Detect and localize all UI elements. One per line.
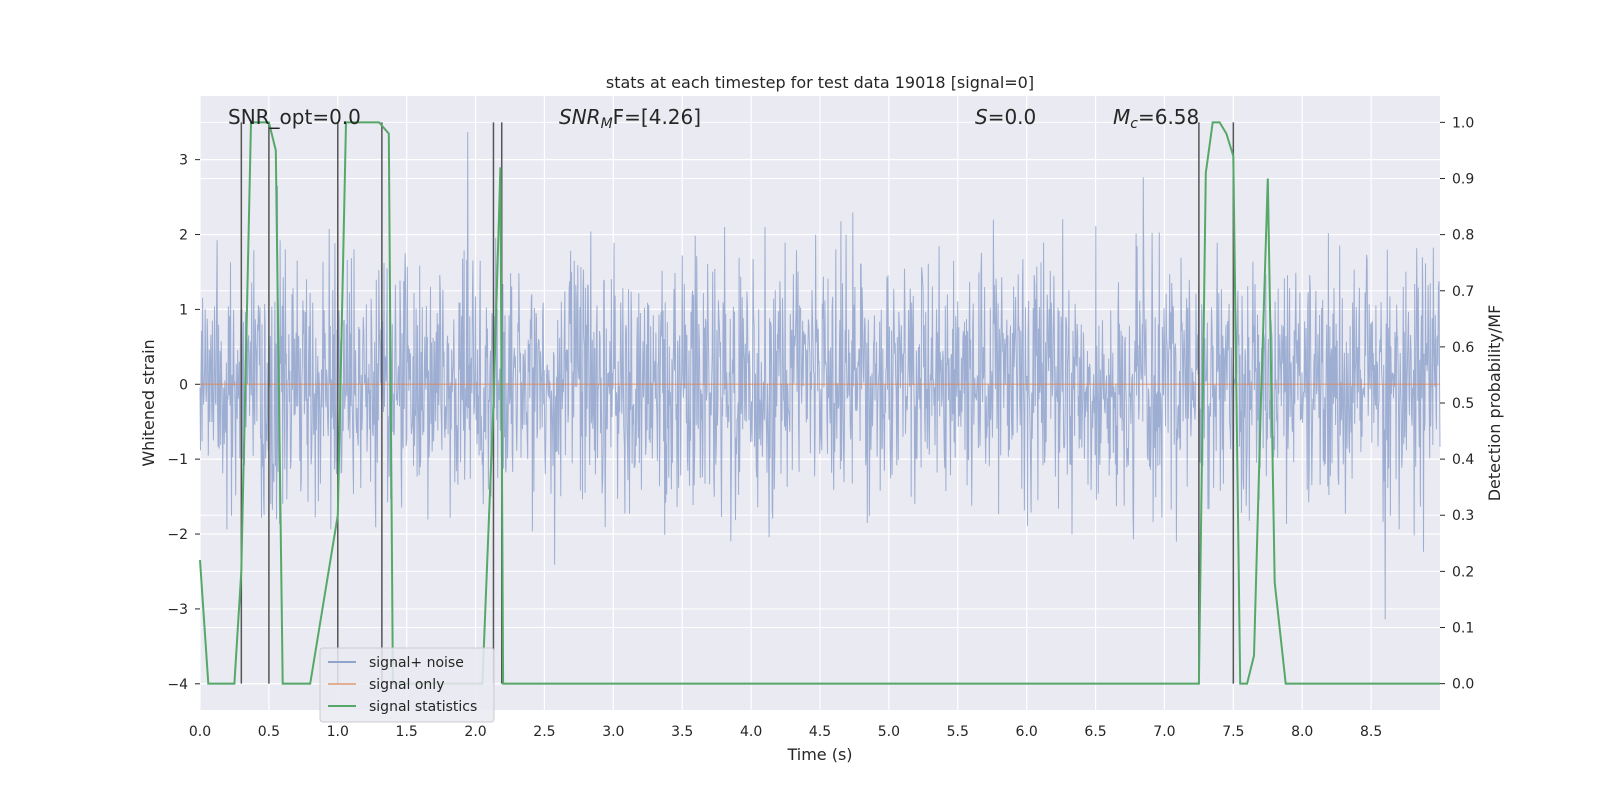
tick-labels: 0.0 0.5 1.0 1.5 2.0 2.5 3.0 3.5 4.0 4.5 5.0 5.5 6.0 6… bbox=[167, 115, 1474, 740]
x-tick-label: 7.5 bbox=[1222, 724, 1244, 740]
y-tick-label: −3 bbox=[167, 602, 188, 618]
y-tick-label: −2 bbox=[167, 527, 188, 543]
y-axis-label: Whitened strain bbox=[139, 339, 158, 466]
y2-axis-label: Detection probability/MF bbox=[1485, 305, 1504, 502]
x-tick-label: 6.5 bbox=[1084, 724, 1106, 740]
annotation-mc: Mc=6.58 bbox=[1113, 105, 1199, 132]
x-tick-label: 4.5 bbox=[809, 724, 831, 740]
y2-tick-label: 0.7 bbox=[1452, 284, 1474, 300]
x-tick-label: 5.0 bbox=[878, 724, 900, 740]
y-tick-label: −4 bbox=[167, 677, 188, 693]
y-tick-label: 1 bbox=[179, 302, 188, 318]
signal-statistics-series bbox=[199, 121, 1440, 685]
legend-label-noise: signal+ noise bbox=[369, 655, 464, 671]
signal-statistics-line bbox=[199, 121, 1440, 685]
y2-tick-label: 0.2 bbox=[1452, 564, 1474, 580]
y2-tick-label: 0.0 bbox=[1452, 677, 1474, 693]
y2-tick-label: 0.3 bbox=[1452, 508, 1474, 524]
x-tick-label: 0.0 bbox=[189, 724, 211, 740]
y-tick-label: 2 bbox=[179, 228, 188, 244]
y2-tick-label: 0.5 bbox=[1452, 396, 1474, 412]
legend-label-stats: signal statistics bbox=[369, 699, 477, 715]
legend: signal+ noise signal only signal statist… bbox=[319, 647, 495, 723]
x-tick-label: 8.0 bbox=[1291, 724, 1313, 740]
y2-tick-label: 0.6 bbox=[1452, 340, 1474, 356]
annotation-s: S=0.0 bbox=[975, 105, 1036, 129]
annotation-snr-mf: SNRMF=[4.26] bbox=[559, 105, 701, 132]
x-tick-label: 3.0 bbox=[602, 724, 624, 740]
chart-title: stats at each timestep for test data 190… bbox=[606, 73, 1034, 92]
x-tick-label: 4.0 bbox=[740, 724, 762, 740]
y-tick-label: −1 bbox=[167, 452, 188, 468]
x-axis-label: Time (s) bbox=[786, 745, 852, 764]
y2-tick-label: 1.0 bbox=[1452, 115, 1474, 131]
legend-box bbox=[319, 647, 495, 723]
x-tick-label: 7.0 bbox=[1153, 724, 1175, 740]
y2-tick-label: 0.8 bbox=[1452, 228, 1474, 244]
annotation-snr-opt: SNR_opt=0.0 bbox=[228, 105, 361, 129]
x-tick-label: 6.0 bbox=[1016, 724, 1038, 740]
x-tick-label: 8.5 bbox=[1360, 724, 1382, 740]
y2-tick-label: 0.9 bbox=[1452, 172, 1474, 188]
x-tick-label: 2.0 bbox=[464, 724, 486, 740]
x-tick-label: 3.5 bbox=[671, 724, 693, 740]
y-tick-label: 0 bbox=[179, 377, 188, 393]
x-tick-label: 1.5 bbox=[396, 724, 418, 740]
x-tick-label: 2.5 bbox=[533, 724, 555, 740]
legend-label-signal: signal only bbox=[369, 677, 444, 693]
x-tick-label: 1.0 bbox=[327, 724, 349, 740]
y-tick-label: 3 bbox=[179, 153, 188, 169]
y2-tick-label: 0.1 bbox=[1452, 620, 1474, 636]
x-tick-label: 0.5 bbox=[258, 724, 280, 740]
y2-tick-label: 0.4 bbox=[1452, 452, 1474, 468]
x-tick-label: 5.5 bbox=[947, 724, 969, 740]
